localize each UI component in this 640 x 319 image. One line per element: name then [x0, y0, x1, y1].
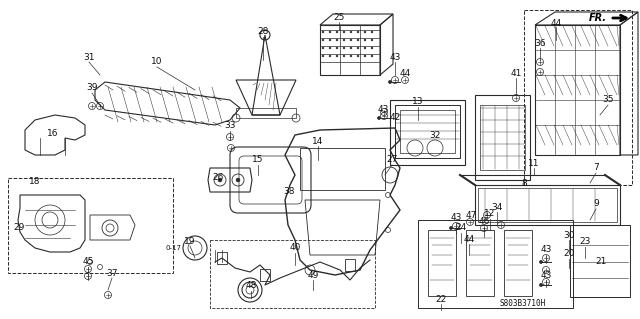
Text: 34: 34	[492, 203, 502, 211]
Circle shape	[336, 55, 338, 57]
Circle shape	[336, 31, 338, 33]
Text: 12: 12	[484, 210, 496, 219]
Text: 13: 13	[412, 98, 424, 107]
Circle shape	[540, 261, 543, 263]
Circle shape	[364, 31, 366, 33]
Text: 47: 47	[465, 211, 477, 219]
Text: 41: 41	[510, 69, 522, 78]
Text: 30: 30	[563, 231, 575, 240]
Text: 32: 32	[429, 130, 441, 139]
Circle shape	[350, 55, 352, 57]
Text: 9: 9	[593, 199, 599, 209]
Circle shape	[343, 55, 345, 57]
Text: 39: 39	[86, 84, 98, 93]
Text: 18: 18	[29, 177, 41, 187]
Circle shape	[364, 47, 366, 49]
Circle shape	[343, 39, 345, 41]
Text: 27: 27	[387, 155, 397, 165]
Circle shape	[322, 55, 324, 57]
Text: 33: 33	[224, 122, 236, 130]
Circle shape	[322, 31, 324, 33]
Text: 15: 15	[252, 155, 264, 165]
Circle shape	[343, 31, 345, 33]
Text: 43: 43	[540, 246, 552, 255]
Text: 26: 26	[212, 174, 224, 182]
Text: 10: 10	[151, 57, 163, 66]
Text: 29: 29	[13, 224, 25, 233]
Text: 36: 36	[534, 39, 546, 48]
Circle shape	[388, 80, 392, 84]
Text: 19: 19	[184, 236, 196, 246]
Text: 42: 42	[389, 113, 401, 122]
Circle shape	[364, 39, 366, 41]
Circle shape	[322, 47, 324, 49]
Text: 23: 23	[579, 238, 591, 247]
Text: 14: 14	[312, 137, 324, 145]
Circle shape	[322, 39, 324, 41]
Circle shape	[343, 47, 345, 49]
Circle shape	[357, 31, 359, 33]
Text: 43: 43	[378, 105, 388, 114]
Circle shape	[336, 47, 338, 49]
Text: 35: 35	[602, 95, 614, 105]
Circle shape	[218, 178, 222, 182]
Circle shape	[329, 55, 331, 57]
Text: S803B3710H: S803B3710H	[500, 299, 547, 308]
Text: 43: 43	[540, 271, 552, 279]
Text: 24: 24	[456, 224, 467, 233]
Circle shape	[350, 47, 352, 49]
Text: 21: 21	[595, 256, 607, 265]
Circle shape	[350, 31, 352, 33]
Circle shape	[371, 55, 373, 57]
Text: 20: 20	[563, 249, 575, 258]
Circle shape	[371, 31, 373, 33]
Circle shape	[540, 284, 543, 286]
Text: 38: 38	[284, 187, 295, 196]
Circle shape	[357, 55, 359, 57]
Circle shape	[371, 47, 373, 49]
Circle shape	[371, 39, 373, 41]
Circle shape	[336, 39, 338, 41]
Circle shape	[329, 39, 331, 41]
Text: 31: 31	[83, 53, 95, 62]
Text: 48: 48	[245, 281, 257, 291]
Text: 37: 37	[106, 269, 118, 278]
Text: 7: 7	[593, 164, 599, 173]
Text: 44: 44	[550, 19, 562, 27]
Text: 45: 45	[83, 257, 93, 266]
Text: 43: 43	[389, 53, 401, 62]
Circle shape	[449, 226, 452, 229]
Circle shape	[329, 31, 331, 33]
Circle shape	[350, 39, 352, 41]
Circle shape	[364, 55, 366, 57]
Text: FR.: FR.	[589, 13, 607, 23]
Circle shape	[357, 39, 359, 41]
Text: 44: 44	[463, 234, 475, 243]
Circle shape	[236, 178, 240, 182]
Text: 40: 40	[289, 243, 301, 253]
Text: 44: 44	[399, 69, 411, 78]
Circle shape	[329, 47, 331, 49]
Text: 49: 49	[307, 271, 319, 279]
Text: 25: 25	[333, 13, 345, 23]
Text: 43: 43	[451, 213, 461, 222]
Text: 11: 11	[528, 159, 540, 167]
Circle shape	[357, 47, 359, 49]
Text: 28: 28	[257, 27, 269, 36]
Text: 0-17: 0-17	[165, 245, 181, 251]
Text: 46: 46	[478, 218, 490, 226]
Text: 22: 22	[435, 294, 447, 303]
Text: 8: 8	[521, 179, 527, 188]
Circle shape	[378, 116, 381, 120]
Text: 16: 16	[47, 130, 59, 138]
